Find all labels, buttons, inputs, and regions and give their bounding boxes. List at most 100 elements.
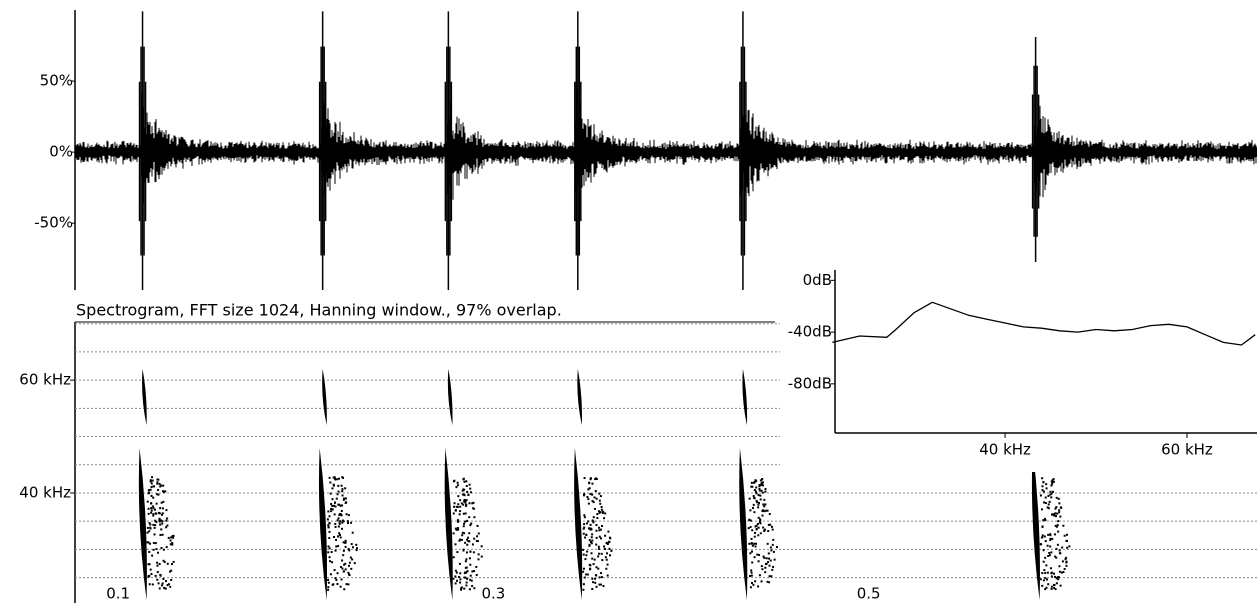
call-echo xyxy=(762,503,764,505)
call-echo xyxy=(1051,588,1053,590)
call-echo xyxy=(333,536,335,538)
call-echo xyxy=(749,575,751,577)
call-echo xyxy=(467,494,469,496)
x-tick-label: 0.3 xyxy=(481,585,505,603)
call-echo xyxy=(601,559,603,561)
call-echo xyxy=(1041,585,1043,587)
call-echo xyxy=(339,523,341,525)
call-echo xyxy=(163,549,165,551)
call-echo xyxy=(169,571,171,573)
call-echo xyxy=(758,502,760,504)
call-echo xyxy=(341,490,343,492)
call-echo xyxy=(171,544,173,546)
call-echo xyxy=(162,501,164,503)
call-echo xyxy=(481,545,483,547)
call-echo xyxy=(470,491,472,493)
call-echo xyxy=(767,581,769,583)
call-echo xyxy=(356,547,358,549)
call-echo xyxy=(332,584,334,586)
call-echo xyxy=(334,502,336,504)
call-echo xyxy=(754,536,756,538)
call-echo xyxy=(601,525,603,527)
call-echo xyxy=(749,498,751,500)
call-echo xyxy=(605,556,607,558)
call-echo xyxy=(1044,518,1046,520)
call-echo xyxy=(598,527,600,529)
call-echo xyxy=(751,561,753,563)
call-echo xyxy=(160,547,162,549)
call-upper xyxy=(577,369,582,425)
call-echo xyxy=(597,555,599,557)
call-echo xyxy=(329,560,331,562)
call-echo xyxy=(339,534,341,536)
call-echo xyxy=(165,509,167,511)
call-echo xyxy=(466,544,468,546)
call-echo xyxy=(350,568,352,570)
call-echo xyxy=(609,554,611,556)
call-echo xyxy=(1068,545,1070,547)
y-tick-label: 40 kHz xyxy=(19,483,71,501)
call-echo xyxy=(327,551,329,553)
call-echo xyxy=(337,519,339,521)
call-echo xyxy=(455,510,457,512)
call-echo xyxy=(1048,552,1050,554)
call-echo xyxy=(151,509,153,511)
call-echo xyxy=(330,573,332,575)
call-echo xyxy=(327,579,329,581)
call-echo xyxy=(1061,572,1063,574)
call-echo xyxy=(764,510,766,512)
call-echo xyxy=(338,514,340,516)
call-echo xyxy=(469,564,471,566)
call-echo xyxy=(330,510,332,512)
call-echo xyxy=(759,574,761,576)
call-echo xyxy=(756,492,758,494)
call-echo xyxy=(329,515,331,517)
call-echo xyxy=(1045,483,1047,485)
call-echo xyxy=(465,558,467,560)
call-echo xyxy=(159,534,161,536)
call-echo xyxy=(774,559,776,561)
call-echo xyxy=(159,587,161,589)
call-echo xyxy=(456,580,458,582)
call-echo xyxy=(748,527,750,529)
call-echo xyxy=(162,507,164,509)
call-echo xyxy=(167,563,169,565)
call-echo xyxy=(606,559,608,561)
call-echo xyxy=(1062,525,1064,527)
call-echo xyxy=(337,545,339,547)
call-echo xyxy=(1056,582,1058,584)
call-echo xyxy=(1042,485,1044,487)
call-echo xyxy=(759,489,761,491)
call-echo xyxy=(338,478,340,480)
call-echo xyxy=(159,563,161,565)
call-echo xyxy=(1059,549,1061,551)
call-echo xyxy=(351,543,353,545)
call-echo xyxy=(1066,547,1068,549)
call-upper xyxy=(322,369,327,425)
call-echo xyxy=(1050,551,1052,553)
call-echo xyxy=(464,577,466,579)
call-echo xyxy=(150,479,152,481)
y-tick-label: -80dB xyxy=(788,374,832,392)
call-echo xyxy=(149,583,151,585)
call-echo xyxy=(604,512,606,514)
call-echo xyxy=(331,551,333,553)
call-echo xyxy=(150,507,152,509)
call-echo xyxy=(173,561,175,563)
call-echo xyxy=(157,489,159,491)
call-echo xyxy=(453,480,455,482)
call-echo xyxy=(768,552,770,554)
call-echo xyxy=(469,484,471,486)
call-echo xyxy=(755,543,757,545)
call-echo xyxy=(461,539,463,541)
call-echo xyxy=(156,548,158,550)
call-echo xyxy=(1066,540,1068,542)
call-echo xyxy=(596,586,598,588)
call-echo xyxy=(591,483,593,485)
call-echo xyxy=(152,583,154,585)
call-echo xyxy=(609,548,611,550)
call-echo xyxy=(337,485,339,487)
call-echo xyxy=(335,579,337,581)
call-echo xyxy=(477,525,479,527)
call-echo xyxy=(1047,545,1049,547)
